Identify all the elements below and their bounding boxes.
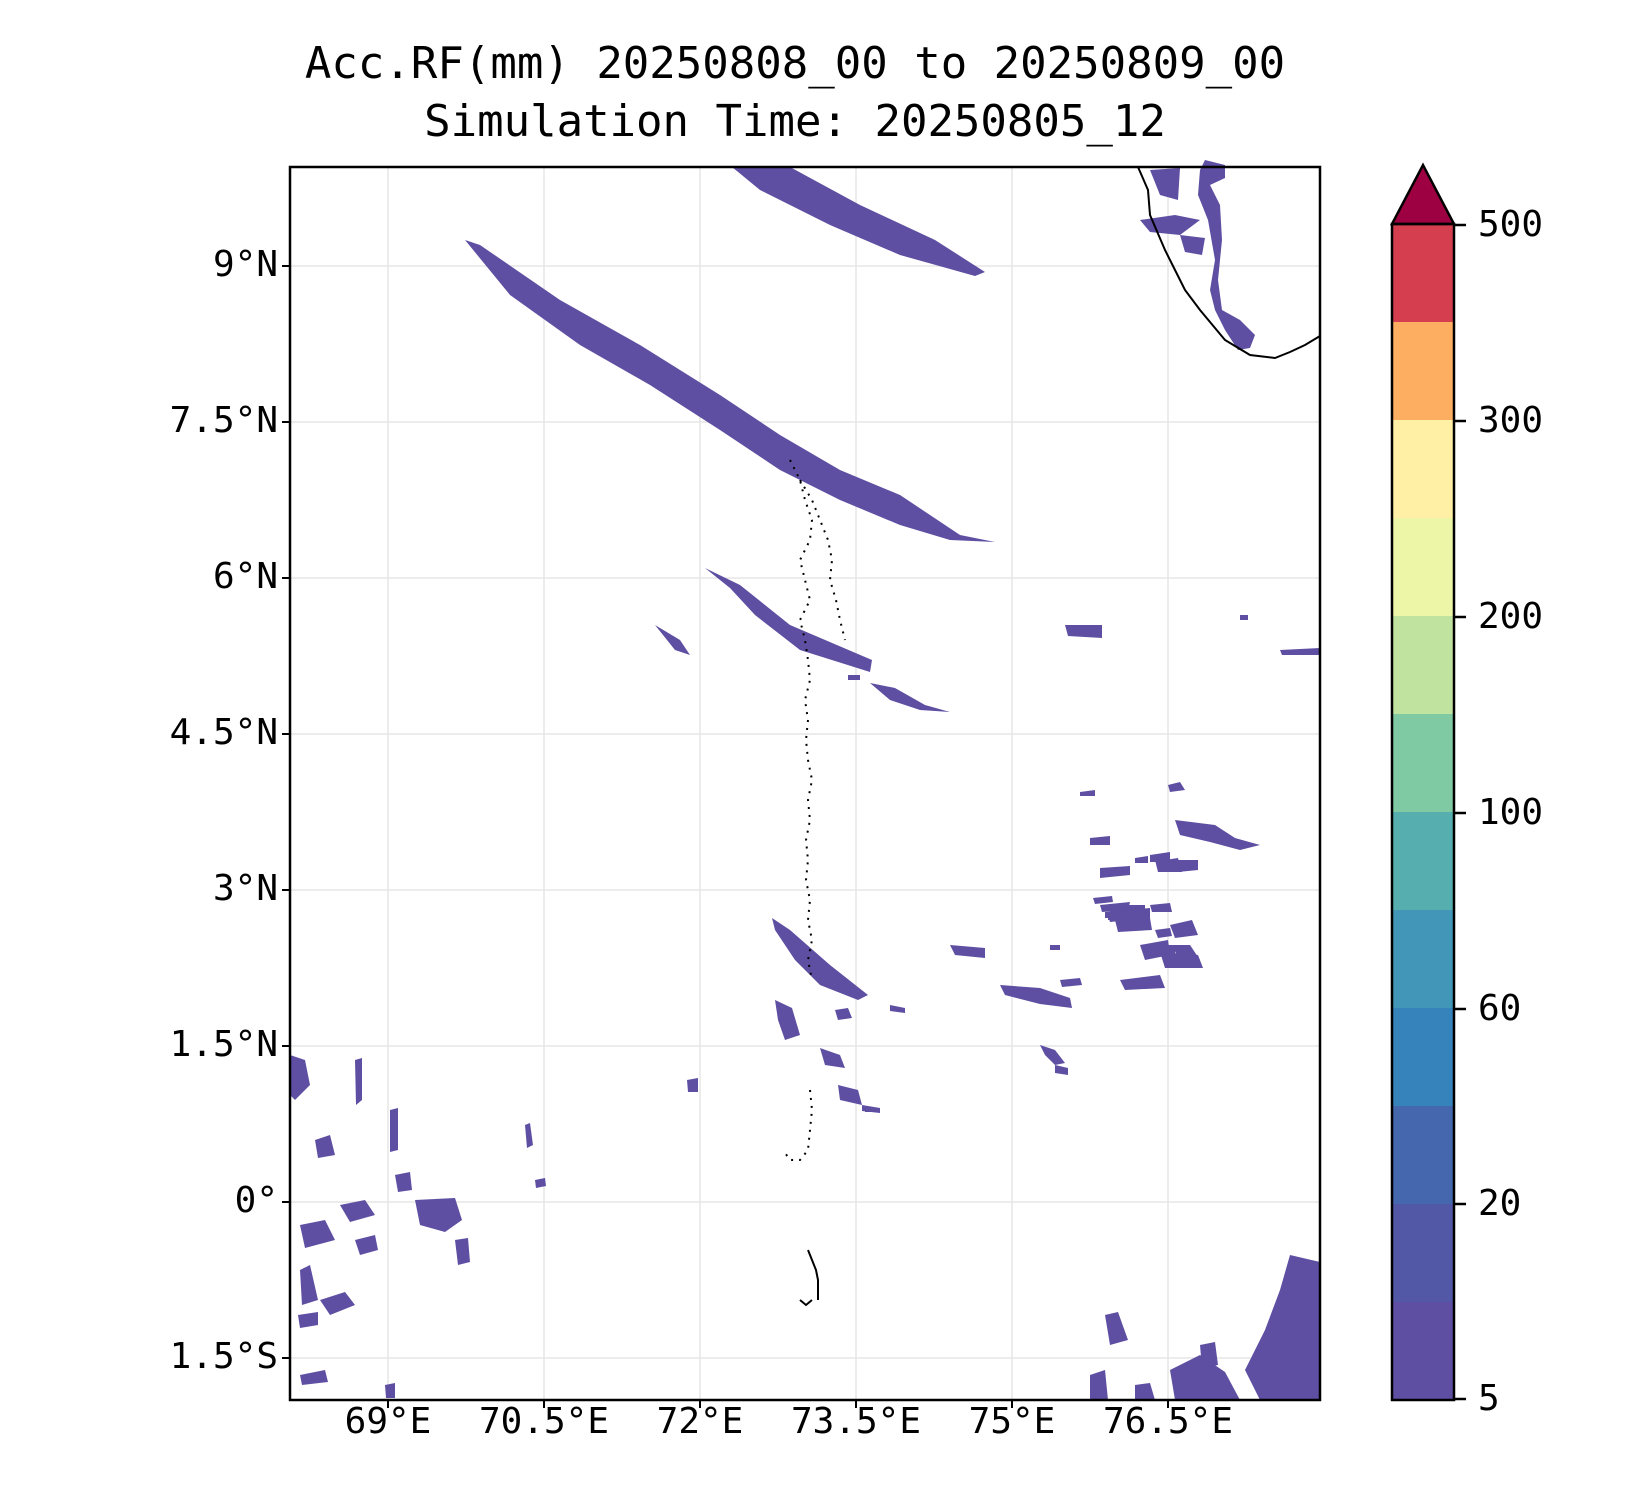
rain-southwest bbox=[290, 1055, 310, 1100]
map-frame bbox=[288, 165, 1322, 1402]
colorbar-segment bbox=[1392, 1106, 1454, 1204]
colorbar-tick-label: 200 bbox=[1478, 596, 1544, 637]
colorbar-segment bbox=[1392, 518, 1454, 616]
map-gridlines bbox=[290, 167, 1320, 1400]
colorbar-tick-label: 300 bbox=[1478, 400, 1544, 441]
rain-band-south bbox=[772, 918, 868, 1000]
lat-label: 4.5°N bbox=[169, 712, 278, 753]
lat-label: 1.5°N bbox=[169, 1024, 278, 1065]
colorbar-segment bbox=[1392, 616, 1454, 714]
rain-east-cluster bbox=[1175, 820, 1260, 850]
colorbar-segment bbox=[1392, 420, 1454, 518]
colorbar-tick-label: 100 bbox=[1478, 792, 1544, 833]
lon-label: 70.5°E bbox=[478, 1401, 610, 1442]
coastlines bbox=[782, 166, 1321, 1307]
lon-label: 72°E bbox=[656, 1401, 744, 1442]
colorbar-segment bbox=[1392, 1008, 1454, 1106]
map-subtitle: Simulation Time: 20250805_12 bbox=[424, 96, 1166, 147]
colorbar-tick-label: 5 bbox=[1478, 1378, 1500, 1419]
colorbar-segment bbox=[1392, 322, 1454, 420]
lat-label: 7.5°N bbox=[169, 400, 278, 441]
lon-label: 75°E bbox=[968, 1401, 1056, 1442]
map-title: Acc.RF(mm) 20250808_00 to 20250809_00 bbox=[304, 38, 1286, 89]
lat-label: 9°N bbox=[212, 244, 278, 285]
lat-label: 6°N bbox=[212, 556, 278, 597]
india-coastline bbox=[1137, 166, 1321, 360]
lat-label: 0° bbox=[234, 1180, 278, 1221]
colorbar bbox=[1389, 162, 1466, 1402]
lat-label: 3°N bbox=[212, 868, 278, 909]
colorbar-segment bbox=[1392, 812, 1454, 910]
colorbar-segment bbox=[1392, 1204, 1454, 1302]
colorbar-tick-label: 20 bbox=[1478, 1183, 1522, 1224]
lon-label: 76.5°E bbox=[1102, 1401, 1234, 1442]
rain-band-north bbox=[732, 167, 985, 276]
rain-band-central bbox=[705, 568, 872, 672]
colorbar-segment bbox=[1392, 1302, 1454, 1400]
lon-label: 73.5°E bbox=[790, 1401, 922, 1442]
colorbar-tick-label: 60 bbox=[1478, 988, 1522, 1029]
colorbar-tick-label: 500 bbox=[1478, 204, 1544, 245]
colorbar-segment bbox=[1392, 910, 1454, 1008]
rain-southeast bbox=[1245, 1255, 1320, 1400]
rainfall-areas bbox=[290, 160, 1320, 1400]
colorbar-extend-arrow bbox=[1389, 162, 1457, 226]
colorbar-segment bbox=[1392, 714, 1454, 812]
colorbar-segment bbox=[1392, 224, 1454, 322]
lon-label: 69°E bbox=[344, 1401, 432, 1442]
colorbar-ticks bbox=[1454, 223, 1466, 1401]
lat-label: 1.5°S bbox=[169, 1336, 278, 1377]
axis-ticks bbox=[282, 265, 1169, 1408]
